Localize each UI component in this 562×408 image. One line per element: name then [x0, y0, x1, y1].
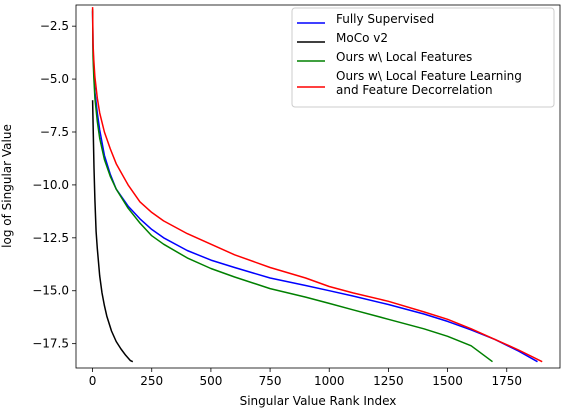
x-tick-label: 1000: [314, 374, 345, 388]
series-line-3: [91, 9, 493, 363]
series-line-4: [91, 7, 543, 363]
axes: [75, 4, 561, 369]
series-line-1: [91, 11, 538, 363]
x-tick-label: 0: [89, 374, 97, 388]
y-tick-label: −2.5: [40, 19, 69, 33]
legend-box: [291, 7, 555, 108]
series-line-2: [91, 100, 134, 363]
plot-frame: [75, 4, 561, 369]
y-axis-ticks: −2.5 −5.0 −7.5 −10.0 −12.5 −15.0 −17.5: [32, 19, 76, 351]
legend-label-2: MoCo v2: [336, 31, 388, 45]
x-tick-label: 750: [259, 374, 282, 388]
x-axis-label: Singular Value Rank Index: [240, 394, 397, 408]
x-tick-label: 250: [140, 374, 163, 388]
series-lines: [91, 7, 543, 363]
x-tick-label: 1500: [432, 374, 463, 388]
y-tick-label: −10.0: [32, 178, 69, 192]
x-tick-label: 500: [199, 374, 222, 388]
y-tick-label: −15.0: [32, 284, 69, 298]
y-axis-label: log of Singular Value: [0, 124, 14, 248]
legend-label-1: Fully Supervised: [336, 12, 434, 26]
legend-label-3: Ours w\ Local Features: [336, 50, 472, 64]
y-tick-label: −5.0: [40, 72, 69, 86]
y-tick-label: −12.5: [32, 231, 69, 245]
y-tick-label: −17.5: [32, 337, 69, 351]
x-tick-label: 1750: [491, 374, 522, 388]
x-tick-label: 1250: [373, 374, 404, 388]
legend: Fully Supervised MoCo v2 Ours w\ Local Fea…: [291, 7, 555, 108]
legend-label-4: Ours w\ Local Feature Learning and Featur…: [336, 69, 522, 97]
x-axis-ticks: 0 250 500 750 1000 1250 1500 1750: [89, 368, 522, 388]
y-tick-label: −7.5: [40, 125, 69, 139]
